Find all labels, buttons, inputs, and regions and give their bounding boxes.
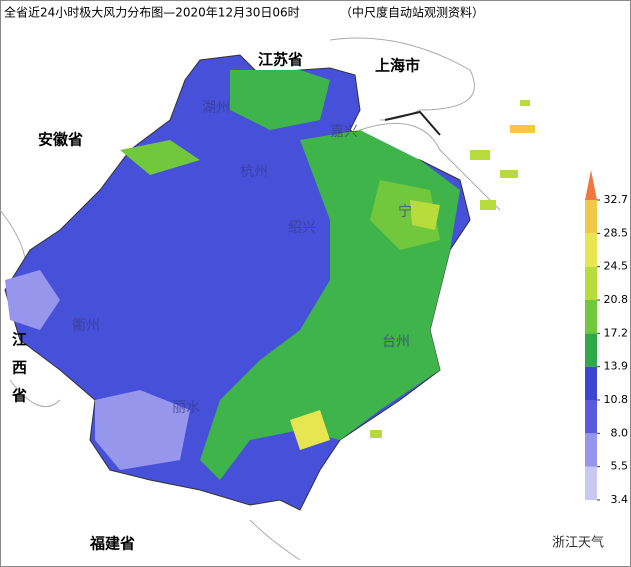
- province-label: 上海市: [375, 57, 420, 75]
- legend-band: [585, 233, 597, 267]
- legend-tick-label: 20.8: [604, 293, 629, 306]
- city-label: 嘉兴: [330, 124, 358, 140]
- wind-patches: [5, 70, 460, 480]
- islands: [370, 100, 535, 438]
- city-label: 绍兴: [288, 220, 316, 236]
- province-label: 安徽省: [38, 131, 83, 149]
- legend-band: [585, 333, 597, 367]
- legend-tick-label: 10.8: [604, 393, 629, 406]
- city-label: 湖州: [202, 100, 230, 116]
- legend-band: [585, 200, 597, 234]
- city-label: 丽水: [172, 400, 200, 416]
- province-label: 江: [12, 331, 27, 349]
- province-label: 省: [11, 387, 27, 405]
- legend-tick-label: 32.7: [604, 193, 629, 206]
- legend-tick-label: 8.0: [611, 426, 629, 439]
- legend-band: [585, 366, 597, 400]
- legend-band: [585, 300, 597, 334]
- legend-band: [585, 266, 597, 300]
- legend-tick-label: 3.4: [611, 493, 629, 506]
- legend-band: [585, 466, 597, 500]
- city-label: 台州: [382, 334, 410, 350]
- bridge: [384, 110, 441, 136]
- legend-band: [585, 433, 597, 467]
- province-label: 西: [12, 359, 27, 377]
- map-subtitle: （中尺度自动站观测资料）: [340, 5, 484, 20]
- legend: 3.4 5.5 8.0 10.8 13.9 17.2 20.8 24.5 28.5 32.7: [585, 170, 628, 506]
- city-label: 杭州: [240, 164, 268, 180]
- legend-arrow: [585, 170, 597, 200]
- legend-tick-label: 13.9: [604, 360, 629, 373]
- province-label: 福建省: [89, 535, 135, 553]
- legend-band: [585, 400, 597, 434]
- city-label: 衢州: [72, 317, 100, 334]
- province-label: 江苏省: [258, 51, 303, 69]
- watermark: 浙江天气: [552, 535, 604, 551]
- legend-tick-label: 24.5: [604, 260, 629, 273]
- city-label: 宁: [398, 203, 412, 220]
- map-title: 全省近24小时极大风力分布图—2020年12月30日06时: [4, 5, 300, 20]
- legend-tick-label: 17.2: [604, 326, 629, 339]
- legend-tick-label: 5.5: [611, 460, 629, 473]
- legend-tick-label: 28.5: [604, 226, 629, 239]
